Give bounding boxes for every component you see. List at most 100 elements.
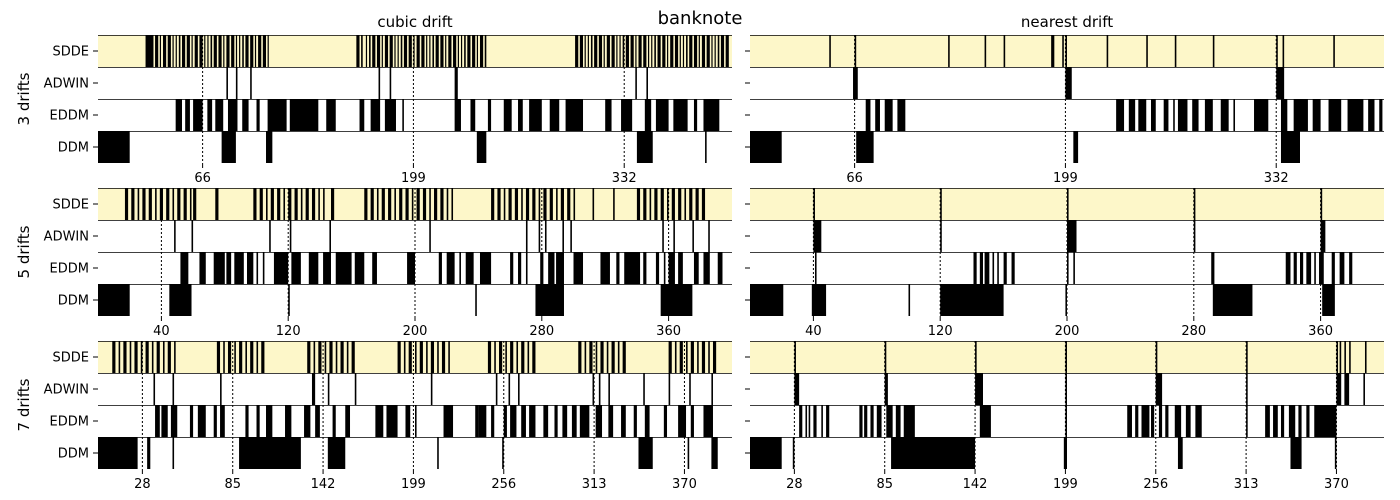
- x-tick-label: 40: [805, 324, 822, 339]
- detection-sdde: [397, 341, 401, 373]
- detection-eddm: [1328, 99, 1342, 131]
- detection-adwin: [250, 67, 252, 99]
- detection-sdde: [330, 188, 335, 220]
- detection-sdde: [226, 35, 230, 67]
- detection-eddm: [644, 405, 650, 437]
- detection-sdde: [560, 188, 564, 220]
- detection-sdde: [622, 35, 625, 67]
- x-tick-label: 200: [403, 324, 428, 339]
- detection-eddm: [1163, 99, 1169, 131]
- detection-sdde: [829, 35, 831, 67]
- detection-adwin: [884, 373, 888, 405]
- detection-sdde: [600, 341, 604, 373]
- detection-sdde: [376, 35, 381, 67]
- detection-ddm: [169, 284, 192, 316]
- detection-sdde: [487, 341, 492, 373]
- detection-sdde: [476, 35, 479, 67]
- detection-sdde: [538, 188, 541, 220]
- detection-sdde: [118, 341, 121, 373]
- detection-eddm: [1128, 99, 1136, 131]
- detection-sdde: [813, 188, 815, 220]
- detection-adwin: [1344, 373, 1350, 405]
- detection-sdde: [177, 188, 181, 220]
- detection-ddm: [1290, 437, 1302, 469]
- detection-sdde: [365, 35, 368, 67]
- detection-eddm: [213, 405, 217, 437]
- detection-sdde: [399, 188, 403, 220]
- detection-sdde: [584, 35, 586, 67]
- detection-sdde: [364, 188, 368, 220]
- detection-sdde: [112, 341, 116, 373]
- detection-sdde: [1051, 35, 1055, 67]
- detection-adwin: [1320, 220, 1326, 252]
- x-tick-label: 313: [582, 477, 607, 492]
- detection-eddm: [510, 405, 517, 437]
- detection-eddm: [1314, 252, 1316, 284]
- detection-sdde: [611, 35, 615, 67]
- detection-adwin: [430, 373, 433, 405]
- detection-sdde: [948, 35, 950, 67]
- detection-eddm: [454, 99, 461, 131]
- detection-sdde: [711, 35, 713, 67]
- detection-eddm: [384, 99, 396, 131]
- detection-sdde: [712, 341, 717, 373]
- detection-sdde: [384, 35, 389, 67]
- detection-eddm: [245, 405, 249, 437]
- detection-eddm: [633, 405, 637, 437]
- detection-sdde: [649, 188, 652, 220]
- detection-eddm: [1299, 252, 1304, 284]
- detection-eddm: [1233, 99, 1236, 131]
- detection-eddm: [616, 252, 620, 284]
- detection-eddm: [579, 405, 590, 437]
- detection-sdde: [151, 341, 154, 373]
- detection-eddm: [438, 252, 442, 284]
- detection-sdde: [611, 341, 615, 373]
- detection-eddm: [600, 252, 610, 284]
- x-tick-label: 360: [1308, 324, 1333, 339]
- detection-eddm: [1204, 99, 1213, 131]
- detection-sdde: [460, 35, 463, 67]
- detection-sdde: [155, 35, 159, 67]
- detection-ddm: [1212, 284, 1253, 316]
- detection-sdde: [701, 341, 706, 373]
- detection-eddm: [1273, 405, 1278, 437]
- detection-eddm: [703, 99, 720, 131]
- detection-eddm: [266, 405, 273, 437]
- y-tick-label: ADWIN: [44, 77, 89, 92]
- detection-ddm: [327, 437, 346, 469]
- x-tick-label: 313: [1234, 477, 1259, 492]
- detection-adwin: [608, 373, 610, 405]
- detection-eddm: [992, 252, 995, 284]
- detection-sdde: [638, 35, 642, 67]
- detection-ddm: [660, 284, 693, 316]
- detection-eddm: [510, 252, 514, 284]
- detection-sdde: [376, 188, 379, 220]
- detection-eddm: [884, 99, 893, 131]
- x-tick-label: 40: [153, 324, 170, 339]
- detection-adwin: [635, 67, 637, 99]
- detection-eddm: [1141, 405, 1150, 437]
- detection-eddm: [315, 405, 320, 437]
- detection-eddm: [1314, 405, 1337, 437]
- detection-sdde: [193, 188, 197, 220]
- detection-sdde: [717, 35, 720, 67]
- detection-eddm: [470, 99, 476, 131]
- detection-eddm: [529, 99, 542, 131]
- detection-sdde: [594, 35, 598, 67]
- detection-ddm: [475, 284, 477, 316]
- detection-sdde: [437, 341, 439, 373]
- detection-eddm: [1177, 99, 1188, 131]
- detection-eddm: [1312, 99, 1321, 131]
- detection-eddm: [503, 99, 512, 131]
- x-tick-label: 120: [276, 324, 301, 339]
- detection-sdde: [159, 35, 162, 67]
- detection-adwin: [289, 220, 292, 252]
- detection-adwin: [389, 67, 392, 99]
- detection-eddm: [185, 99, 190, 131]
- detection-sdde: [884, 341, 887, 373]
- detection-eddm: [979, 252, 983, 284]
- x-tick-label: 370: [672, 477, 697, 492]
- detection-eddm: [332, 405, 336, 437]
- detection-eddm: [1151, 99, 1156, 131]
- detection-sdde: [636, 188, 641, 220]
